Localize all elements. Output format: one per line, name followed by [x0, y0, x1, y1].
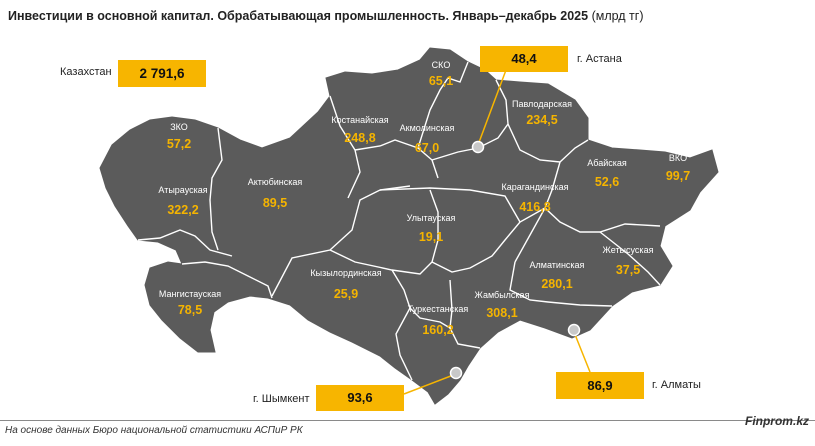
region-value-zhetysu: 37,5: [616, 263, 640, 277]
shymkent-marker: [449, 366, 463, 380]
source-note: На основе данных Бюро национальной стати…: [5, 425, 303, 436]
region-name-ulytau: Улытауская: [407, 213, 456, 223]
region-value-ulytau: 19,1: [419, 230, 443, 244]
astana-value-box: 48,4: [480, 46, 568, 72]
region-value-sko: 65,1: [429, 74, 453, 88]
region-value-mangystau: 78,5: [178, 303, 202, 317]
region-borders: [137, 61, 661, 381]
region-name-turkestan: Туркестанская: [408, 304, 469, 314]
region-name-abai: Абайская: [587, 158, 627, 168]
region-name-sko: СКО: [432, 60, 451, 70]
almaty-leader-line: [573, 331, 591, 373]
region-name-karaganda: Карагандинская: [501, 182, 568, 192]
shymkent-value-box: 93,6: [316, 385, 404, 411]
region-value-pavlodar: 234,5: [526, 113, 557, 127]
region-value-atyrau: 322,2: [167, 203, 198, 217]
astana-marker: [471, 140, 485, 154]
map-title-unit: (млрд тг): [591, 9, 644, 23]
region-name-almaty-region: Алматинская: [530, 260, 585, 270]
region-labels: СКО 65,1 Павлодарская 234,5 Костанайская…: [158, 60, 690, 337]
region-value-abai: 52,6: [595, 175, 619, 189]
city-markers: [403, 69, 591, 395]
kazakhstan-value-box: 2 791,6: [118, 60, 206, 87]
footer-divider: [0, 420, 815, 421]
region-value-karaganda: 416,8: [519, 200, 550, 214]
region-value-turkestan: 160,2: [422, 323, 453, 337]
region-value-zhambyl: 308,1: [486, 306, 517, 320]
region-value-zko: 57,2: [167, 137, 191, 151]
region-name-vko: ВКО: [669, 153, 687, 163]
region-name-kostanay: Костанайская: [331, 115, 388, 125]
almaty-value-box: 86,9: [556, 372, 644, 399]
shymkent-leader-line: [403, 373, 457, 395]
region-value-almaty-region: 280,1: [541, 277, 572, 291]
region-value-akmola: 67,0: [415, 141, 439, 155]
kazakhstan-label: Казахстан: [60, 66, 112, 78]
almaty-label: г. Алматы: [652, 379, 701, 391]
region-value-kyzylorda: 25,9: [334, 287, 358, 301]
region-name-zhambyl: Жамбылская: [475, 290, 530, 300]
map-title-main: Инвестиции в основной капитал. Обрабатыв…: [8, 9, 589, 23]
brand-watermark: Finprom.kz: [744, 414, 809, 428]
region-name-pavlodar: Павлодарская: [512, 99, 572, 109]
almaty-marker: [567, 323, 581, 337]
region-value-kostanay: 248,8: [344, 131, 375, 145]
region-value-vko: 99,7: [666, 169, 690, 183]
map-title: Инвестиции в основной капитал. Обрабатыв…: [8, 9, 644, 23]
region-name-zko: ЗКО: [170, 122, 188, 132]
region-name-zhetysu: Жетысуская: [603, 245, 654, 255]
region-name-mangystau: Мангистауская: [159, 289, 221, 299]
region-name-atyrau: Атырауская: [158, 185, 207, 195]
region-value-aktobe: 89,5: [263, 196, 287, 210]
shymkent-label: г. Шымкент: [253, 393, 310, 405]
region-name-akmola: Акмолинская: [400, 123, 455, 133]
astana-label: г. Астана: [577, 53, 622, 65]
country-outline: [99, 47, 719, 405]
region-name-aktobe: Актюбинская: [248, 177, 303, 187]
region-name-kyzylorda: Кызылординская: [310, 268, 381, 278]
astana-leader-line: [477, 69, 507, 146]
